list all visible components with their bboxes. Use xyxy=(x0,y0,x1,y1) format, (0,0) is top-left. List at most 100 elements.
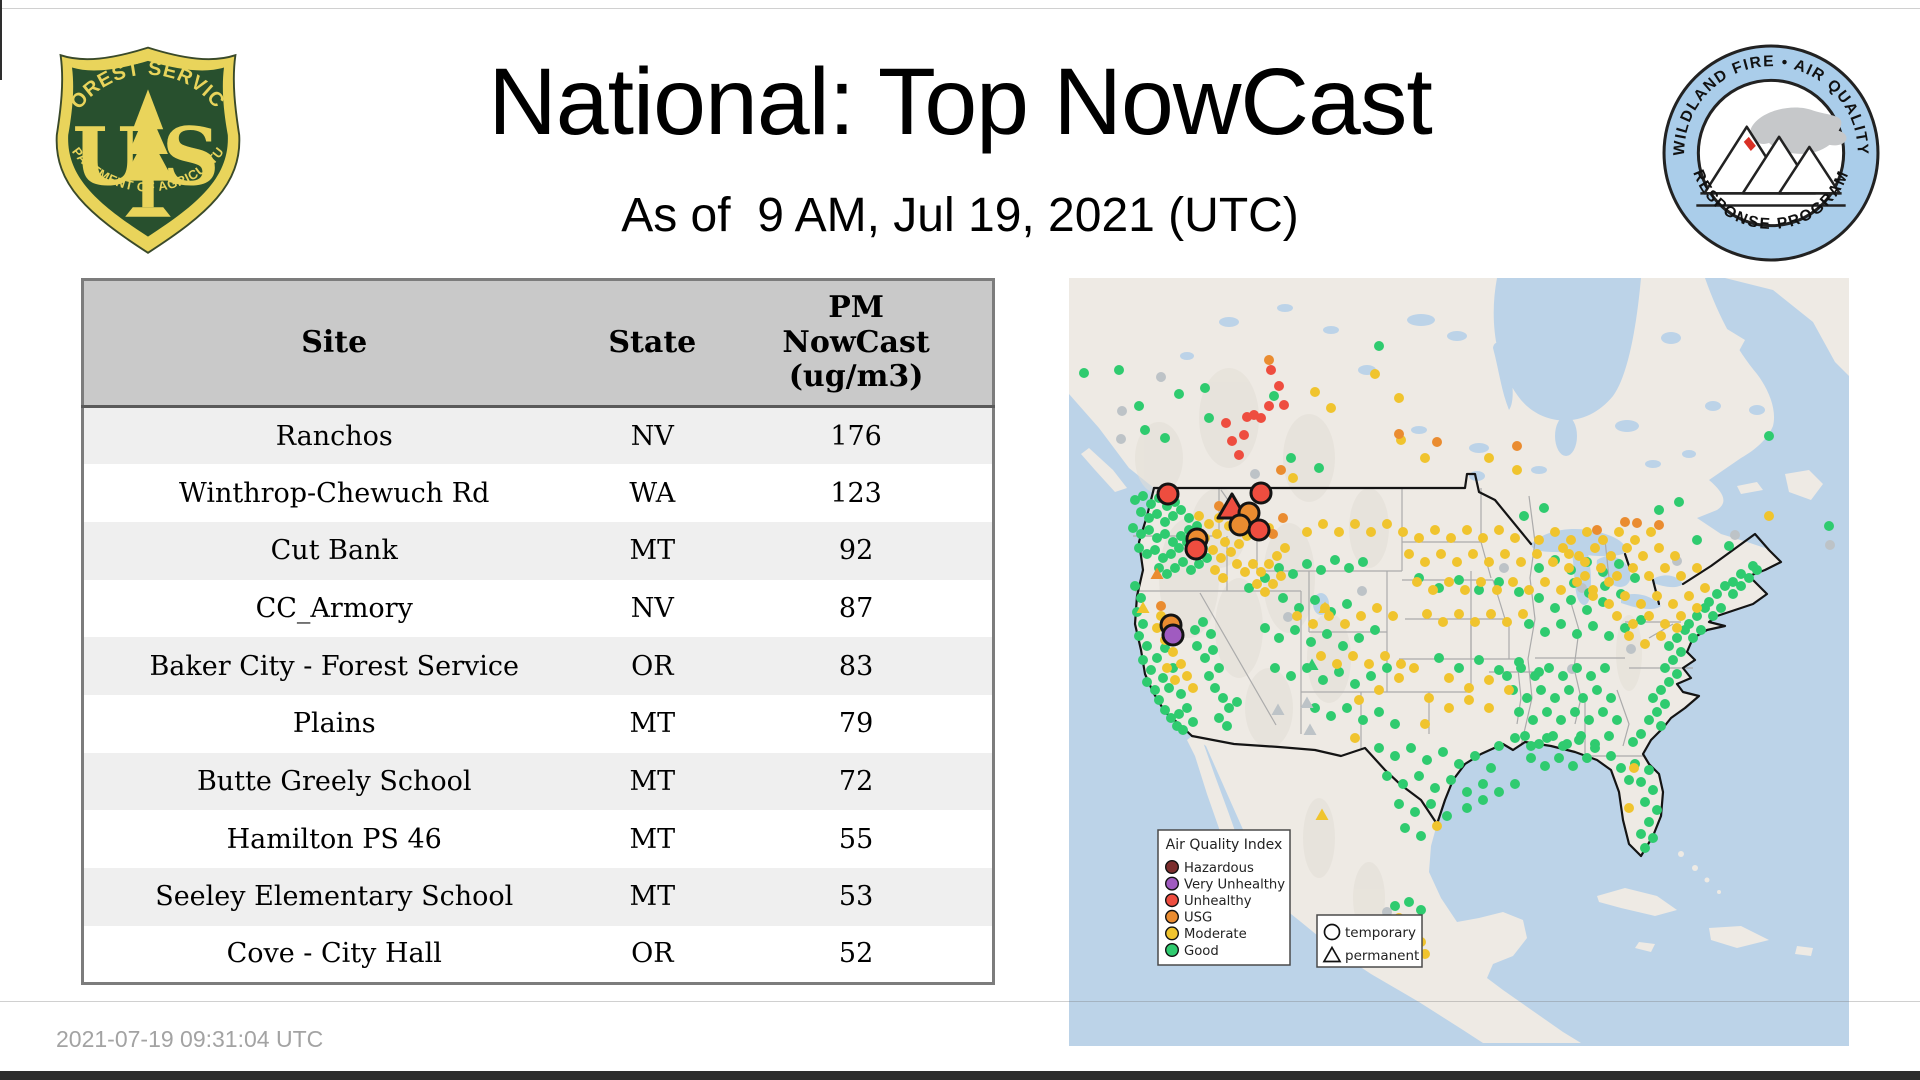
arctic-land xyxy=(1725,278,1849,376)
aqi-dot-good xyxy=(1404,897,1414,907)
aqi-dot-good xyxy=(1728,589,1738,599)
site-cell: Winthrop-Chewuch Rd xyxy=(179,477,490,509)
aqi-dot-good xyxy=(1194,559,1204,569)
top-hairline xyxy=(0,8,1920,9)
aqi-dot-moderate xyxy=(1484,675,1494,685)
lake-ontario xyxy=(1653,575,1683,588)
aqi-dot-good xyxy=(1142,549,1152,559)
aqi-dot-moderate xyxy=(1394,673,1404,683)
aqi-dot-good xyxy=(1168,511,1178,521)
aqi-dot-good xyxy=(1390,719,1400,729)
pm-value-cell: 92 xyxy=(838,535,874,567)
aqi-dot-good xyxy=(1142,641,1152,651)
state-cell: MT xyxy=(629,765,676,797)
aqi-dot-good xyxy=(1736,581,1746,591)
aqi-dot-good xyxy=(1134,401,1144,411)
aqi-dot-nodata xyxy=(1499,563,1509,573)
aqi-dot-moderate xyxy=(1504,685,1514,695)
aqi-dot-moderate xyxy=(1604,577,1614,587)
aqi-dot-moderate xyxy=(1644,611,1654,621)
aqi-dot-nodata xyxy=(1283,612,1293,622)
site-cell: Seeley Elementary School xyxy=(155,881,514,913)
aqi-dot-moderate xyxy=(1656,631,1666,641)
aqi-dot-usg xyxy=(1264,355,1274,365)
aqi-dot-unhealthy xyxy=(1274,381,1284,391)
aqi-dot-unhealthy xyxy=(1239,430,1249,440)
aqi-dot-good xyxy=(1310,595,1320,605)
aqi-dot-good xyxy=(1438,747,1448,757)
aqi-dot-moderate xyxy=(1420,557,1430,567)
aqi-dot-moderate xyxy=(1370,369,1380,379)
legend-label-usg: USG xyxy=(1184,911,1212,926)
aqi-dot-good xyxy=(1572,663,1582,673)
aqi-dot-unhealthy xyxy=(1279,400,1289,410)
aqi-dot-good xyxy=(1656,685,1666,695)
aqi-dot-good xyxy=(1198,617,1208,627)
bottom-hairline xyxy=(0,1001,1920,1002)
aqi-dot-moderate xyxy=(1272,551,1282,561)
aqi-dot-good xyxy=(1534,739,1544,749)
aqi-dot-moderate xyxy=(1692,563,1702,573)
aqi-dot-moderate xyxy=(1444,673,1454,683)
top-site-marker xyxy=(1228,513,1252,537)
pm-value-cell: 83 xyxy=(838,650,874,682)
table-row: Plains MT 79 xyxy=(83,695,994,753)
aqi-dot-good xyxy=(1558,671,1568,681)
pm-value-cell: 55 xyxy=(838,823,874,855)
aqi-dot-good xyxy=(1648,833,1658,843)
aqi-dot-good xyxy=(1648,785,1658,795)
pm-value-cell: 176 xyxy=(830,420,882,452)
aqi-dot-moderate xyxy=(1452,557,1462,567)
aqi-dot-moderate xyxy=(1326,403,1336,413)
aqi-dot-good xyxy=(1416,831,1426,841)
legend-label-hazardous: Hazardous xyxy=(1184,861,1254,876)
aqi-dot-good xyxy=(1624,775,1634,785)
terrain-relief xyxy=(1135,368,1642,934)
aqi-dot-moderate xyxy=(1468,549,1478,559)
aqi-dot-moderate xyxy=(1252,579,1262,589)
aqi-dot-good xyxy=(1630,573,1640,583)
aqi-dot-good xyxy=(1214,663,1224,673)
aqi-dot-moderate xyxy=(1380,651,1390,661)
aqi-dot-good xyxy=(1494,577,1504,587)
aqi-dot-good xyxy=(1286,453,1296,463)
aqi-dot-good xyxy=(1554,753,1564,763)
aqi-dot-good xyxy=(1696,625,1706,635)
aqi-dot-good xyxy=(1114,365,1124,375)
pm-value-cell: 79 xyxy=(838,708,874,740)
fs-logo-letter-s: S xyxy=(162,109,220,203)
aqi-dot-good xyxy=(1744,573,1754,583)
aqi-dot-good xyxy=(1700,603,1710,613)
aqi-dot-moderate xyxy=(1168,647,1178,657)
aqi-dot-good xyxy=(1478,779,1488,789)
aqi-dot-good xyxy=(1636,777,1646,787)
aqi-dot-unhealthy xyxy=(1266,365,1276,375)
aqi-dot-nodata xyxy=(1357,586,1367,596)
aqi-dot-good xyxy=(1138,619,1148,629)
aqi-dot-good xyxy=(1616,763,1626,773)
james-bay xyxy=(1555,416,1577,456)
aqi-dot-good xyxy=(1136,593,1146,603)
aqi-dot-good xyxy=(1138,655,1148,665)
aqi-dot-nodata xyxy=(1730,530,1740,540)
aqi-dot-good xyxy=(1152,533,1162,543)
aqi-dot-usg xyxy=(1512,441,1522,451)
aqi-dot-moderate xyxy=(1446,533,1456,543)
aqi-dot-good xyxy=(1140,425,1150,435)
aqi-dot-good xyxy=(1748,561,1758,571)
aqi-dot-good xyxy=(1692,535,1702,545)
aqi-dot-moderate xyxy=(1612,611,1622,621)
aqi-dot-good xyxy=(1342,703,1352,713)
permanent-monitor-triangle xyxy=(1271,703,1285,715)
aqi-dot-good xyxy=(1654,505,1664,515)
aqi-dot-good xyxy=(1636,615,1646,625)
aqi-dot-good xyxy=(1130,581,1140,591)
aqi-dot-good xyxy=(1306,637,1316,647)
aqi-dot-good xyxy=(1382,771,1392,781)
aqi-dot-usg xyxy=(1268,529,1278,539)
page-subtitle: As of 9 AM, Jul 19, 2021 (UTC) xyxy=(621,189,1299,242)
aqi-dot-unhealthy xyxy=(1234,450,1244,460)
aqi-dot-good xyxy=(1190,625,1200,635)
aqi-dot-good xyxy=(1174,709,1184,719)
aqi-dot-good xyxy=(1314,463,1324,473)
